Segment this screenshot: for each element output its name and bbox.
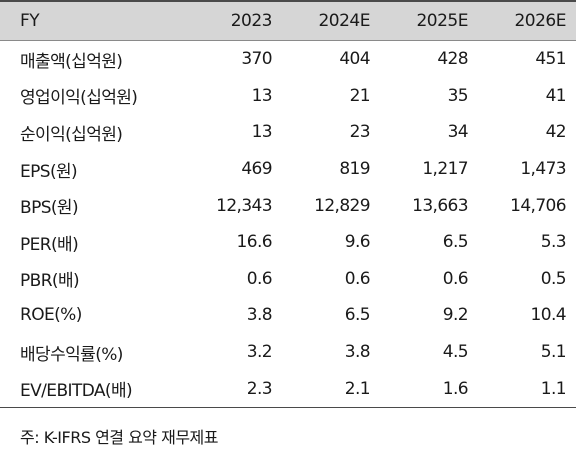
header-year: 2025E <box>380 0 478 41</box>
row-value: 1,217 <box>422 159 468 180</box>
table-header-row: FY 2023 2024E 2025E 2026E <box>0 0 576 41</box>
header-year: 2023 <box>184 0 282 41</box>
row-value: 14,706 <box>510 195 566 216</box>
row-value: 34 <box>447 122 469 143</box>
row-value: 1.6 <box>380 370 478 408</box>
row-value: 2.3 <box>184 370 282 408</box>
row-value: 42 <box>545 122 567 143</box>
row-value: 1,473 <box>520 159 566 180</box>
table-row: 배당수익률(%) 3.2 3.8 4.5 5.1 <box>0 334 576 371</box>
row-value: 819 <box>339 159 370 180</box>
table-row: PBR(배) 0.6 0.6 0.6 0.5 <box>0 261 576 298</box>
row-label: PBR(배) <box>20 271 80 292</box>
row-value: 9.2 <box>442 305 469 326</box>
financial-summary-table: FY 2023 2024E 2025E 2026E 매출액(십억원) 370 4… <box>0 0 576 408</box>
row-value: 13 <box>251 122 273 143</box>
row-value: 13,663 <box>412 195 468 216</box>
row-value: 9.6 <box>344 232 371 253</box>
row-value: 5.3 <box>540 232 567 253</box>
financial-summary-table-container: FY 2023 2024E 2025E 2026E 매출액(십억원) 370 4… <box>0 0 576 408</box>
row-value: 469 <box>241 159 272 180</box>
row-label: 순이익(십억원) <box>20 124 123 145</box>
table-row: BPS(원) 12,343 12,829 13,663 14,706 <box>0 187 576 224</box>
row-value: 16.6 <box>236 232 273 253</box>
header-year: 2024E <box>282 0 380 41</box>
row-value: 404 <box>339 49 370 70</box>
table-row: PER(배) 16.6 9.6 6.5 5.3 <box>0 224 576 261</box>
row-value: 21 <box>349 85 371 106</box>
row-value: 3.8 <box>246 305 273 326</box>
row-value: 428 <box>437 49 468 70</box>
row-value: 13 <box>251 85 273 106</box>
row-value: 370 <box>241 49 272 70</box>
row-value: 0.6 <box>442 268 469 289</box>
row-value: 3.2 <box>246 342 273 363</box>
row-value: 4.5 <box>442 342 469 363</box>
table-footnote: 주: K-IFRS 연결 요약 재무제표 <box>20 428 219 447</box>
table-row: EPS(원) 469 819 1,217 1,473 <box>0 151 576 188</box>
table-row: 순이익(십억원) 13 23 34 42 <box>0 114 576 151</box>
row-value: 0.6 <box>246 268 273 289</box>
row-label: 매출액(십억원) <box>20 51 123 72</box>
row-value: 0.6 <box>344 268 371 289</box>
table-row: ROE(%) 3.8 6.5 9.2 10.4 <box>0 297 576 334</box>
row-value: 6.5 <box>344 305 371 326</box>
row-label: EPS(원) <box>20 161 78 182</box>
row-label: 배당수익률(%) <box>20 344 123 365</box>
row-value: 5.1 <box>540 342 567 363</box>
row-label: EV/EBITDA(배) <box>0 370 184 408</box>
row-label: 영업이익(십억원) <box>20 88 138 109</box>
row-value: 12,829 <box>314 195 370 216</box>
row-value: 23 <box>349 122 371 143</box>
row-value: 0.5 <box>540 268 567 289</box>
row-value: 451 <box>535 49 566 70</box>
row-label: PER(배) <box>20 234 79 255</box>
table-row: 영업이익(십억원) 13 21 35 41 <box>0 78 576 115</box>
row-value: 6.5 <box>442 232 469 253</box>
row-value: 35 <box>447 85 469 106</box>
row-value: 10.4 <box>530 305 567 326</box>
row-value: 3.8 <box>344 342 371 363</box>
header-fy: FY <box>0 0 184 41</box>
table-row: EV/EBITDA(배) 2.3 2.1 1.6 1.1 <box>0 370 576 408</box>
row-value: 12,343 <box>216 195 272 216</box>
row-value: 1.1 <box>478 370 576 408</box>
row-value: 2.1 <box>282 370 380 408</box>
row-label: BPS(원) <box>20 198 79 219</box>
row-label: ROE(%) <box>20 305 82 326</box>
header-year: 2026E <box>478 0 576 41</box>
row-value: 41 <box>545 85 567 106</box>
table-row: 매출액(십억원) 370 404 428 451 <box>0 41 576 78</box>
